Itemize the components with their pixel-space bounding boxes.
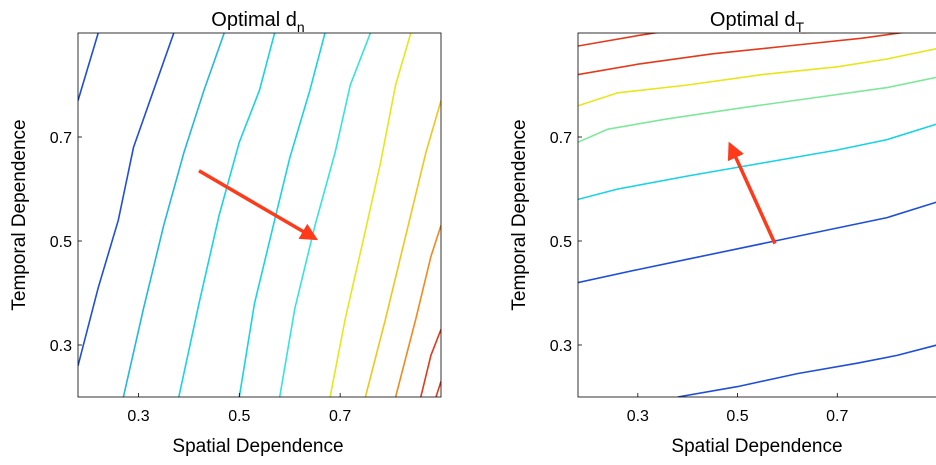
y-tick-label: 0.7 [550, 130, 572, 147]
contour-line [435, 381, 441, 397]
contour-line [278, 33, 372, 397]
contour-line [578, 123, 936, 201]
x-axis-label: Spatial Dependence [172, 436, 343, 457]
trend-arrow [198, 169, 318, 241]
x-tick-label: 0.5 [726, 408, 748, 425]
contour-line [677, 344, 936, 397]
contour-line [578, 201, 936, 284]
contour-line [578, 76, 936, 143]
contour-line [238, 33, 326, 397]
plot-frame [577, 32, 936, 398]
contour-line [78, 33, 175, 367]
y-tick-label: 0.5 [550, 234, 572, 251]
contour-line [364, 100, 441, 397]
y-axis-label: Temporal Dependence [9, 119, 30, 310]
plot-area [77, 32, 442, 398]
contour-line [78, 33, 99, 101]
chart-optimal-dt: Optimal dT 0.3 0.5 0.7 0.3 0.5 0.7 Spatial D… [509, 9, 936, 457]
x-tick-label: 0.3 [127, 408, 149, 425]
x-axis-label: Spatial Dependence [671, 436, 842, 457]
contour-lines [578, 33, 936, 397]
plot-frame [77, 32, 442, 398]
y-tick-label: 0.7 [50, 130, 72, 147]
contour-line [420, 329, 441, 397]
contour-line [578, 33, 660, 47]
x-tick-label: 0.5 [228, 408, 250, 425]
chart-title: Optimal dn [211, 9, 304, 35]
y-axis-label: Temporal Dependence [509, 119, 530, 310]
x-axis-ticks: 0.3 0.5 0.7 [627, 393, 848, 425]
trend-arrow [727, 141, 777, 245]
contour-line [394, 225, 441, 397]
contour-line [329, 33, 412, 397]
contour-lines [78, 33, 441, 397]
contour-line [578, 33, 906, 76]
chart-title: Optimal dT [710, 9, 805, 35]
y-axis-ticks: 0.3 0.5 0.7 [50, 130, 82, 355]
y-axis-ticks: 0.3 0.5 0.7 [550, 130, 582, 355]
contour-line [578, 47, 936, 107]
x-tick-label: 0.3 [627, 408, 649, 425]
chart-optimal-dn: Optimal dn 0.3 0.5 0.7 0.3 0.5 0.7 Spatial D… [9, 9, 442, 457]
contour-line [122, 33, 225, 397]
y-tick-label: 0.5 [50, 234, 72, 251]
y-tick-label: 0.3 [50, 338, 72, 355]
contour-line [178, 33, 276, 397]
x-tick-label: 0.7 [329, 408, 351, 425]
contour-line [802, 33, 812, 34]
x-tick-label: 0.7 [826, 408, 848, 425]
x-axis-ticks: 0.3 0.5 0.7 [127, 393, 351, 425]
plot-area [577, 32, 936, 398]
y-tick-label: 0.3 [550, 338, 572, 355]
